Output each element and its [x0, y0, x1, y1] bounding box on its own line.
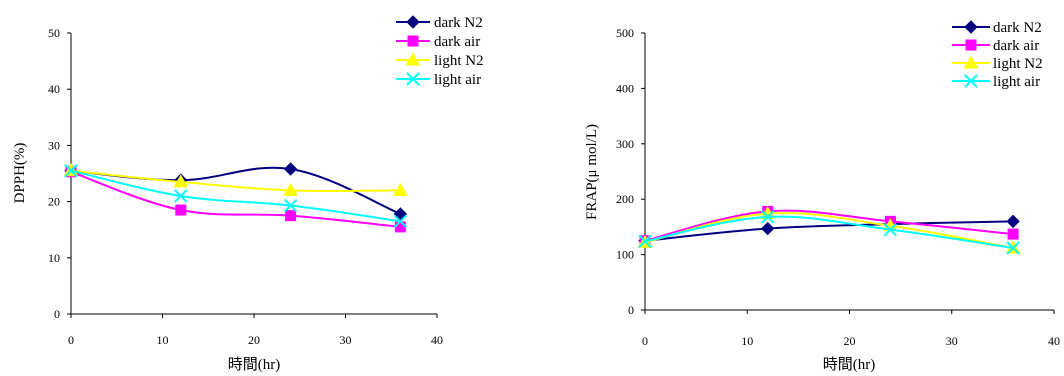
y-tick-label: 10 — [48, 251, 60, 265]
data-point — [283, 162, 298, 176]
y-tick-label: 20 — [48, 195, 60, 209]
legend-label: dark N2 — [434, 15, 483, 31]
legend-label: light air — [993, 74, 1040, 90]
legend-item: dark air — [952, 38, 1039, 54]
data-point — [760, 210, 775, 224]
legend-item: light N2 — [952, 55, 1043, 72]
x-tick-label: 10 — [157, 333, 169, 347]
data-point-stroke-b — [283, 198, 298, 213]
y-tick-label: 50 — [48, 26, 60, 40]
x-tick-label: 20 — [844, 334, 856, 348]
legend-marker — [964, 74, 978, 88]
data-point — [1006, 214, 1020, 229]
legend-marker — [405, 52, 421, 66]
series-line — [644, 215, 1014, 249]
legend-label: dark air — [993, 38, 1039, 54]
x-tick-label: 0 — [68, 333, 74, 347]
series-line — [644, 220, 1014, 242]
x-tick-label: 40 — [1048, 334, 1060, 348]
series-line — [70, 169, 401, 193]
x-tick-label: 20 — [248, 333, 260, 347]
x-tick-label: 30 — [340, 333, 352, 347]
series-line — [70, 170, 401, 228]
data-point — [393, 214, 408, 228]
legend-item: light N2 — [396, 52, 484, 69]
y-tick-label: 40 — [48, 82, 60, 96]
legend-item: dark N2 — [952, 20, 1042, 36]
y-tick-label: 200 — [616, 192, 634, 206]
legend-label: light N2 — [434, 53, 484, 69]
data-point — [1006, 241, 1020, 255]
y-tick-label: 500 — [616, 26, 634, 40]
legend-marker — [963, 55, 979, 69]
data-point-stroke-b — [64, 163, 78, 178]
series-line — [70, 169, 401, 223]
data-point — [174, 189, 188, 203]
x-tick-label: 10 — [741, 334, 753, 348]
legend-label: light air — [434, 72, 481, 88]
series-line — [644, 209, 1014, 242]
series-light-air — [64, 163, 408, 228]
legend-marker — [407, 35, 419, 47]
data-point-stroke-b — [638, 234, 652, 249]
x-axis-title: 時間(hr) — [228, 356, 281, 373]
legend-item: light air — [396, 72, 481, 88]
legend-label: dark air — [434, 34, 480, 50]
y-tick-label: 100 — [616, 248, 634, 262]
y-tick-label: 0 — [628, 303, 634, 317]
legend-marker — [406, 15, 420, 29]
legend-marker — [965, 39, 977, 51]
x-tick-label: 0 — [642, 334, 648, 348]
data-point — [760, 221, 775, 236]
data-point-stroke-b — [760, 210, 775, 224]
dpph-chart: DPPH(%) 時間(hr) 0 10 20 30 40 50 0 10 20 30 40 dark … — [12, 15, 484, 373]
legend-marker — [964, 20, 978, 34]
frap-chart: FRAP(μ mol/L) 時間(hr) 0 100 200 300 400 500 0 10… — [584, 20, 1060, 373]
data-point-stroke-b — [174, 189, 188, 203]
data-point — [175, 204, 187, 216]
legend-marker — [406, 72, 420, 86]
y-tick-label: 300 — [616, 137, 634, 151]
data-point — [173, 174, 189, 188]
x-tick-label: 40 — [431, 333, 443, 347]
y-tick-label: 0 — [54, 307, 60, 321]
x-tick-label: 30 — [946, 334, 958, 348]
data-point — [883, 222, 898, 237]
y-axis-title: FRAP(μ mol/L) — [584, 124, 600, 220]
legend-marker-stroke-b — [406, 72, 420, 86]
legend: dark N2 dark air light N2 light air — [952, 20, 1043, 90]
y-axis-title: DPPH(%) — [12, 143, 28, 204]
y-tick-label: 30 — [48, 138, 60, 152]
legend: dark N2 dark air light N2 light air — [396, 15, 484, 88]
series-light-air — [638, 210, 1020, 255]
x-axis-title: 時間(hr) — [823, 356, 876, 373]
data-point — [283, 198, 298, 213]
data-point-stroke-b — [883, 222, 898, 237]
data-point — [1007, 228, 1019, 240]
data-point — [394, 221, 406, 233]
legend-label: dark N2 — [993, 20, 1042, 36]
series-line — [644, 212, 1014, 249]
legend-marker-stroke-b — [964, 74, 978, 88]
data-point — [393, 182, 408, 196]
data-point — [283, 182, 298, 196]
legend-item: light air — [952, 74, 1040, 90]
data-point — [285, 210, 297, 222]
legend-item: dark N2 — [396, 15, 483, 31]
data-point — [638, 234, 652, 249]
legend-item: dark air — [396, 34, 480, 50]
data-point-stroke-b — [393, 214, 408, 228]
data-point — [64, 163, 78, 178]
y-tick-label: 400 — [616, 81, 634, 95]
data-point-stroke-b — [1006, 241, 1020, 255]
legend-label: light N2 — [993, 56, 1043, 72]
